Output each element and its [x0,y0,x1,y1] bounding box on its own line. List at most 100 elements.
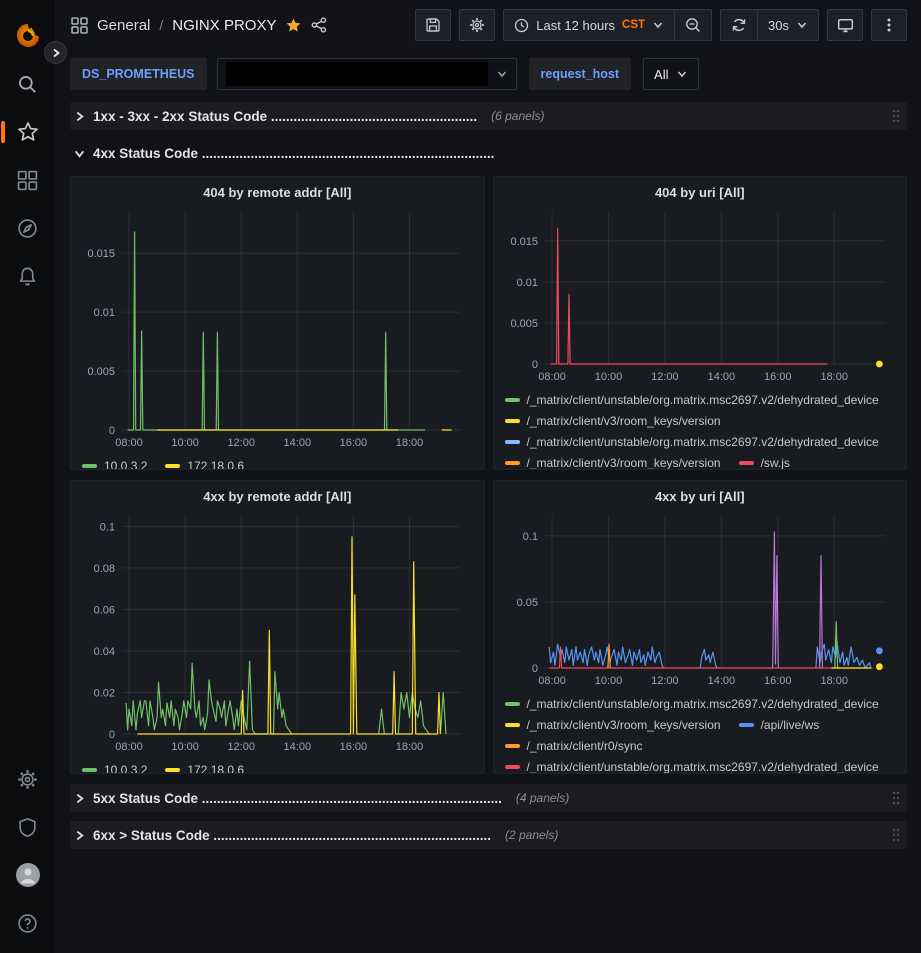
legend-item[interactable]: /_matrix/client/unstable/org.matrix.msc2… [504,697,879,711]
breadcrumb-section[interactable]: General [97,16,151,34]
legend-item[interactable]: 10.0.3.2 [82,459,148,470]
grafana-logo[interactable] [8,16,48,56]
row-title-dots: ........................................… [209,827,491,843]
row-drag-handle[interactable] [891,107,901,125]
panel-404-by-uri: 404 by uri [All] 08:00 10:00 12:00 14:00 16:… [492,176,907,470]
row-1xx-3xx-2xx-status-code[interactable]: 1xx - 3xx - 2xx Status Code ............… [70,102,907,130]
svg-text:0.015: 0.015 [87,248,115,260]
sidebar-item-avatar[interactable] [8,855,48,895]
legend-item[interactable]: 10.0.3.2 [82,763,147,773]
panel-title[interactable]: 404 by remote addr [All] [203,185,352,200]
svg-text:0.04: 0.04 [94,646,115,658]
sidebar-item-alerting[interactable] [8,256,48,296]
drag-handle-icon [892,828,900,841]
svg-text:10:00: 10:00 [171,741,199,753]
refresh-button[interactable] [721,10,757,40]
legend-row: /_matrix/client/unstable/org.matrix.msc2… [504,435,898,449]
legend-series-label: /_matrix/client/v3/room_keys/version [526,414,721,428]
request-host-select[interactable]: All [643,58,700,90]
expand-sidebar-button[interactable] [44,41,67,64]
chevron-right-icon [52,48,60,57]
zoom-out-time-button[interactable] [674,10,711,40]
legend-item[interactable]: /api/live/ws [738,718,819,732]
favorite-star-icon[interactable] [285,17,302,34]
legend-series-label: /sw.js [760,456,790,470]
drag-handle-icon [892,109,900,122]
sidebar-item-starred[interactable] [0,112,48,152]
row-6xx-status-code[interactable]: 6xx > Status Code ......................… [70,821,907,849]
panel-title[interactable]: 4xx by remote addr [All] [203,489,352,504]
legend-item[interactable]: /_matrix/client/unstable/org.matrix.msc2… [504,760,879,773]
legend-item[interactable]: 172.18.0.6 [165,763,244,773]
time-range-picker[interactable]: Last 12 hours CST [504,10,674,40]
svg-text:08:00: 08:00 [115,437,143,449]
chart-4xx-by-uri[interactable]: 08:00 10:00 12:00 14:00 16:00 18:00 0 0.05 0.1 [503,506,899,690]
legend-item[interactable]: /_matrix/client/r0/sync [504,739,643,753]
dashboard-settings-button[interactable] [459,9,496,41]
apps-grid-icon [71,16,88,34]
legend-series-swatch [504,461,520,465]
legend-item[interactable]: 172.18.0.6 [165,459,244,469]
row-title: 4xx Status Code [93,145,199,161]
more-options-button[interactable] [871,9,907,41]
cycle-view-mode-button[interactable] [827,9,863,41]
legend-row: 10.0.3.2 172.18.0.6 [82,459,475,470]
legend-series-swatch [504,744,520,748]
svg-text:10:00: 10:00 [594,675,622,687]
legend-series-swatch [82,768,97,772]
save-dashboard-button[interactable] [415,9,452,41]
help-icon [18,913,37,933]
search-icon [19,75,36,93]
sidebar-item-server-admin[interactable] [8,807,48,847]
request-host-variable-label[interactable]: request_host [528,58,632,90]
sidebar-item-configuration[interactable] [8,759,48,799]
chart-404-by-uri[interactable]: 08:00 10:00 12:00 14:00 16:00 18:00 0 0.005 0.01… [503,202,899,386]
chevron-right-icon [76,793,84,803]
row-drag-handle[interactable] [891,826,901,844]
row-5xx-status-code[interactable]: 5xx Status Code ........................… [70,784,907,812]
legend-series-swatch [82,464,97,468]
svg-text:12:00: 12:00 [651,675,679,687]
legend-item[interactable]: /_matrix/client/v3/room_keys/version [504,456,721,469]
panel-title[interactable]: 4xx by uri [All] [654,489,745,504]
legend-item[interactable]: /_matrix/client/v3/room_keys/version [504,718,721,732]
datasource-variable: DS_PROMETHEUS [70,58,517,90]
svg-text:16:00: 16:00 [764,675,792,687]
row-title: 6xx > Status Code [93,827,210,843]
sidebar-item-explore[interactable] [8,208,48,248]
legend-series-swatch [504,440,520,444]
sidebar-item-dashboards[interactable] [8,160,48,200]
legend-series-label: 10.0.3.2 [104,459,148,470]
chart-4xx-by-remote-addr[interactable]: 08:00 10:00 12:00 14:00 16:00 18:00 0 0.02 0.04 0… [80,506,474,756]
legend-item[interactable]: /sw.js [738,456,790,470]
svg-text:12:00: 12:00 [227,741,255,753]
row-drag-handle[interactable] [891,789,901,807]
chevron-down-icon [797,22,807,29]
legend-item[interactable]: /_matrix/client/unstable/org.matrix.msc2… [504,393,879,407]
datasource-variable-label[interactable]: DS_PROMETHEUS [70,58,207,90]
svg-text:0.015: 0.015 [510,236,538,248]
refresh-interval-picker[interactable]: 30s [757,10,818,40]
share-icon[interactable] [311,17,327,33]
avatar [15,863,40,887]
legend-item[interactable]: /_matrix/client/v3/room_keys/version [504,414,721,428]
legend-series-swatch [504,419,520,423]
datasource-value-redacted [225,62,488,86]
legend-row: /_matrix/client/v3/room_keys/version [504,414,898,428]
svg-text:0.06: 0.06 [94,604,115,616]
svg-text:14:00: 14:00 [284,437,312,449]
datasource-select[interactable] [216,58,517,90]
chart-404-by-remote-addr[interactable]: 08:00 10:00 12:00 14:00 16:00 18:00 0 0.005 0.01… [80,202,474,452]
panel-title[interactable]: 404 by uri [All] [654,185,745,200]
row-4xx-status-code[interactable]: 4xx Status Code ........................… [70,139,907,167]
breadcrumb: General / NGINX PROXY [71,17,327,34]
sidebar-item-help[interactable] [8,903,48,943]
breadcrumb-page-title[interactable]: NGINX PROXY [172,16,277,34]
legend-row: /_matrix/client/r0/sync [504,739,898,753]
legend-series-swatch [504,398,520,402]
svg-text:12:00: 12:00 [651,371,679,383]
svg-text:0.005: 0.005 [87,366,115,378]
legend-item[interactable]: /_matrix/client/unstable/org.matrix.msc2… [504,435,879,449]
legend-row: /_matrix/client/unstable/org.matrix.msc2… [504,697,898,711]
sidebar-item-search[interactable] [8,64,48,104]
